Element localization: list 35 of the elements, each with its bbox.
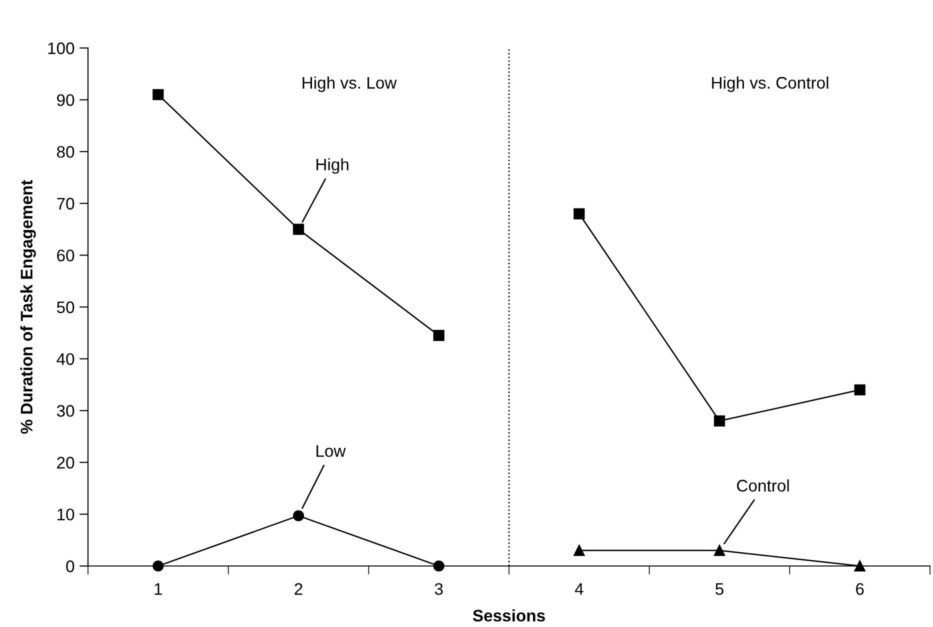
y-axis-title: % Duration of Task Engagement bbox=[20, 180, 36, 434]
x-tick-label: 5 bbox=[716, 583, 724, 595]
y-tick-label: 10 bbox=[58, 508, 74, 520]
y-tick-label: 100 bbox=[48, 42, 74, 54]
text: Low bbox=[316, 445, 346, 457]
point bbox=[433, 560, 444, 572]
annotation: High vs. Low bbox=[302, 76, 397, 92]
y-tick-label: 30 bbox=[56, 405, 74, 417]
point bbox=[292, 224, 304, 235]
y-tick-label: 70 bbox=[57, 198, 74, 210]
x-axis-title: Sessions bbox=[472, 609, 545, 622]
x-tick-label: 2 bbox=[294, 583, 302, 595]
y-tick-label: 0 bbox=[66, 560, 74, 572]
y-tick-label: 40 bbox=[56, 353, 74, 366]
point bbox=[292, 510, 304, 522]
point bbox=[574, 544, 585, 556]
x-tick-label: 1 bbox=[154, 583, 162, 595]
x-tick-label: 3 bbox=[434, 583, 443, 595]
point bbox=[854, 384, 866, 396]
annotation: High vs. Control bbox=[712, 76, 828, 92]
y-tick-label: 90 bbox=[57, 94, 74, 106]
point bbox=[152, 89, 164, 100]
point bbox=[433, 330, 444, 342]
y-tick-label: 20 bbox=[57, 456, 74, 469]
y-tick-label: 80 bbox=[56, 146, 74, 158]
text: High bbox=[316, 158, 348, 174]
y-tick-label: 50 bbox=[56, 301, 74, 314]
y-tick-label: 60 bbox=[57, 250, 74, 262]
point bbox=[574, 208, 585, 220]
x-tick-label: 4 bbox=[574, 583, 584, 595]
point bbox=[714, 415, 726, 427]
point bbox=[854, 560, 866, 572]
x-tick-label: 6 bbox=[856, 583, 864, 595]
text: Control bbox=[737, 479, 789, 492]
point bbox=[714, 544, 726, 556]
